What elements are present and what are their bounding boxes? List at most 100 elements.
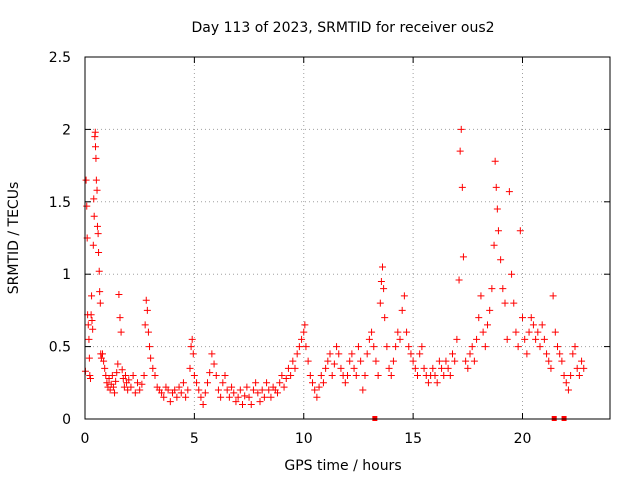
- data-point: [225, 393, 233, 401]
- data-point: [306, 372, 314, 380]
- data-point: [96, 288, 104, 296]
- data-point: [337, 364, 345, 372]
- data-point: [186, 364, 194, 372]
- data-point: [477, 292, 485, 300]
- data-point: [260, 393, 268, 401]
- data-point: [361, 372, 369, 380]
- data-point: [92, 176, 100, 184]
- data-point: [491, 157, 499, 165]
- data-point: [219, 379, 227, 387]
- data-point: [188, 335, 196, 343]
- data-point: [206, 369, 214, 377]
- data-point: [249, 386, 257, 394]
- data-point: [189, 350, 197, 358]
- data-point: [166, 398, 174, 406]
- data-point: [301, 321, 309, 329]
- data-point: [451, 357, 459, 365]
- data-point: [442, 357, 450, 365]
- data-point: [527, 314, 535, 322]
- data-point: [484, 321, 491, 329]
- data-point: [298, 335, 306, 343]
- data-point: [117, 328, 125, 336]
- data-point: [416, 350, 424, 358]
- x-axis-label: GPS time / hours: [284, 458, 401, 474]
- data-point: [89, 241, 97, 249]
- data-point: [113, 369, 121, 377]
- data-point: [534, 328, 542, 336]
- data-point: [92, 154, 100, 162]
- data-point: [120, 383, 128, 391]
- data-point: [341, 379, 349, 387]
- data-point: [144, 328, 152, 336]
- data-point: [490, 241, 498, 249]
- data-point: [295, 343, 303, 351]
- data-point: [234, 393, 242, 401]
- data-point: [106, 386, 114, 394]
- data-point: [293, 350, 301, 358]
- data-point: [374, 372, 382, 380]
- data-point: [193, 379, 201, 387]
- data-point: [449, 350, 456, 358]
- data-point: [350, 364, 358, 372]
- data-point: [274, 389, 281, 397]
- data-point: [481, 343, 489, 351]
- x-tick-label: 15: [404, 431, 422, 447]
- data-point: [177, 389, 185, 397]
- data-point: [89, 325, 97, 333]
- data-point: [333, 343, 341, 351]
- data-point: [195, 386, 203, 394]
- data-point: [142, 296, 150, 304]
- data-point: [114, 360, 122, 368]
- data-point: [492, 183, 500, 191]
- data-point: [91, 128, 99, 136]
- data-point: [554, 343, 561, 351]
- data-point: [311, 386, 319, 394]
- data-point: [184, 386, 192, 394]
- data-point: [223, 386, 231, 394]
- data-point: [385, 364, 393, 372]
- data-point: [141, 321, 149, 329]
- data-point: [381, 314, 389, 322]
- data-point: [134, 379, 141, 387]
- x-tick-label: 10: [295, 431, 313, 447]
- data-point: [93, 186, 101, 194]
- data-point: [302, 343, 310, 351]
- data-point: [409, 357, 417, 365]
- data-point: [392, 343, 400, 351]
- data-point: [468, 343, 476, 351]
- data-point: [124, 386, 132, 394]
- data-point: [462, 357, 470, 365]
- data-point: [243, 383, 251, 391]
- data-point: [365, 335, 373, 343]
- data-point: [282, 374, 290, 382]
- data-point: [109, 383, 117, 391]
- data-point: [84, 321, 92, 329]
- data-point: [466, 350, 474, 358]
- data-point: [291, 364, 299, 372]
- plot-frame: [84, 56, 611, 420]
- data-point: [147, 354, 155, 362]
- data-point: [407, 350, 415, 358]
- data-point: [232, 398, 240, 406]
- data-point: [458, 183, 466, 191]
- grid-lines: [85, 57, 610, 419]
- data-point: [160, 393, 168, 401]
- data-point: [346, 357, 354, 365]
- data-point: [573, 364, 581, 372]
- data-point: [488, 285, 496, 293]
- data-point: [175, 383, 183, 391]
- y-tick-label: 1: [62, 267, 71, 283]
- data-point: [108, 372, 116, 380]
- data-point: [102, 372, 110, 380]
- data-point: [516, 227, 524, 235]
- data-point: [453, 335, 461, 343]
- data-point: [228, 383, 236, 391]
- data-point: [368, 328, 376, 336]
- data-series: [81, 125, 588, 421]
- data-point: [440, 372, 448, 380]
- data-point: [560, 372, 568, 380]
- data-point: [569, 350, 577, 358]
- data-point: [403, 328, 411, 336]
- data-point: [505, 188, 513, 196]
